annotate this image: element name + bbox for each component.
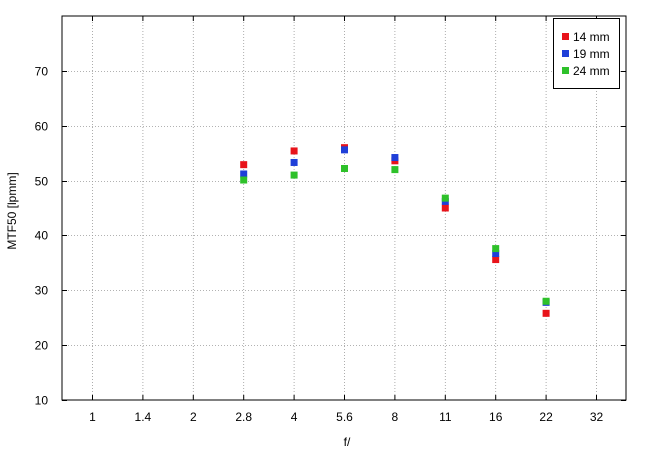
x-tick-label: 11 <box>439 410 452 424</box>
y-tick-labels: 10 20 30 40 50 60 70 <box>35 65 49 408</box>
legend-item: 19 mm <box>562 47 610 61</box>
legend-label: 14 mm <box>573 30 610 44</box>
x-tick-label: 16 <box>489 410 503 424</box>
data-point <box>542 309 550 317</box>
y-tick-label: 50 <box>35 175 49 189</box>
data-point <box>391 154 399 162</box>
axis-ticks <box>62 16 626 401</box>
data-point <box>240 161 248 169</box>
x-tick-label: 2.8 <box>235 410 252 424</box>
grid <box>62 16 626 400</box>
data-marks <box>240 144 550 317</box>
x-tick-label: 1 <box>89 410 96 424</box>
data-point <box>290 171 298 179</box>
series-3-points <box>240 165 550 305</box>
data-point <box>441 204 449 212</box>
data-point <box>441 194 449 202</box>
legend-item: 24 mm <box>562 64 610 78</box>
y-tick-label: 40 <box>35 229 49 243</box>
x-tick-label: 22 <box>539 410 553 424</box>
y-tick-label: 30 <box>35 284 49 298</box>
x-tick-label: 1.4 <box>135 410 152 424</box>
x-tick-label: 32 <box>590 410 604 424</box>
data-point <box>341 165 348 173</box>
y-tick-label: 20 <box>35 339 49 353</box>
data-point <box>290 158 298 166</box>
data-point <box>240 170 248 178</box>
data-point <box>240 176 248 184</box>
x-tick-label: 2 <box>190 410 197 424</box>
data-point <box>391 166 399 174</box>
legend-label: 19 mm <box>573 47 610 61</box>
data-point <box>542 297 550 305</box>
y-axis-title: MTF50 [lpmm] <box>5 172 19 249</box>
legend-swatch <box>562 33 569 40</box>
y-tick-label: 70 <box>35 65 49 79</box>
data-point <box>492 245 500 253</box>
x-tick-label: 8 <box>392 410 399 424</box>
y-tick-label: 60 <box>35 120 49 134</box>
legend-item: 14 mm <box>562 30 610 44</box>
legend-swatch <box>562 50 569 57</box>
legend-swatch <box>562 67 569 74</box>
y-tick-label: 10 <box>35 394 49 408</box>
legend: 14 mm 19 mm 24 mm <box>553 18 620 89</box>
x-axis-title: f/ <box>344 435 351 449</box>
plot-area-frame <box>61 15 627 401</box>
data-point <box>492 250 500 258</box>
x-tick-label: 4 <box>291 410 298 424</box>
data-point <box>341 146 348 154</box>
x-tick-labels: 1 1.4 2 2.8 4 5.6 8 11 16 22 32 <box>89 410 603 424</box>
x-tick-label: 5.6 <box>336 410 353 424</box>
data-point <box>290 147 298 155</box>
legend-label: 24 mm <box>573 64 610 78</box>
data-point <box>492 256 500 264</box>
